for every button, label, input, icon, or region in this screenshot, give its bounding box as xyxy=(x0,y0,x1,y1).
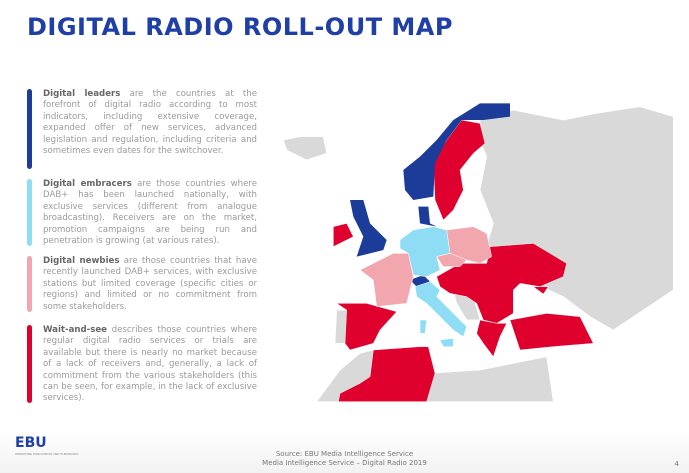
legend-term: Wait-and-see xyxy=(43,325,107,335)
legend-color-bar xyxy=(27,325,32,403)
country-turkey xyxy=(509,313,594,351)
country-greece xyxy=(476,319,508,358)
page-title: DIGITAL RADIO ROLL-OUT MAP xyxy=(27,13,453,41)
region-iceland xyxy=(282,136,328,161)
source-text: Source: EBU Media Intelligence Service xyxy=(275,450,414,458)
legend-digital-newbies: Digital newbies are those countries that… xyxy=(27,256,257,312)
country-ireland xyxy=(333,223,354,248)
island-sicily xyxy=(439,338,454,347)
legend-desc: are those countries where DAB+ has been … xyxy=(43,179,257,247)
country-sweden xyxy=(433,119,486,221)
footer xyxy=(0,430,689,473)
country-germany xyxy=(399,226,451,277)
page-number: 4 xyxy=(674,460,679,468)
legend-wait-and-see: Wait-and-see describes those countries w… xyxy=(27,325,257,403)
ebu-logo: EBU xyxy=(15,435,47,451)
legend-desc: are the countries at the forefront of di… xyxy=(43,89,257,157)
region-crimea xyxy=(532,286,549,295)
legend-desc: are those countries that have recently l… xyxy=(43,256,257,312)
ebu-logo-tagline: OPERATING EUROVISION AND EURORADIO xyxy=(15,452,79,456)
legend-color-bar xyxy=(27,256,32,312)
legend-digital-embracers: Digital embracers are those countries wh… xyxy=(27,179,257,246)
region-algeria-tunisia xyxy=(338,346,436,402)
country-czechia xyxy=(436,253,468,267)
country-norway xyxy=(403,103,510,200)
legend-term: Digital embracers xyxy=(43,179,132,189)
europe-map xyxy=(282,103,674,402)
legend-color-bar xyxy=(27,179,32,246)
footer-subtitle: Media Intelligence Service – Digital Rad… xyxy=(262,459,427,467)
country-denmark xyxy=(418,206,437,227)
island-sardinia xyxy=(419,319,427,334)
legend-digital-leaders: Digital leaders are the countries at the… xyxy=(27,89,257,169)
country-uk xyxy=(350,200,387,257)
legend-desc: describes those countries where regular … xyxy=(43,325,257,404)
source-note: Source: EBU Media Intelligence Service M… xyxy=(0,450,689,468)
country-switzerland xyxy=(410,275,430,287)
country-france xyxy=(359,253,414,307)
country-italy xyxy=(414,281,467,338)
legend-term: Digital newbies xyxy=(43,256,120,266)
legend-term: Digital leaders xyxy=(43,89,121,99)
legend-color-bar xyxy=(27,89,32,169)
